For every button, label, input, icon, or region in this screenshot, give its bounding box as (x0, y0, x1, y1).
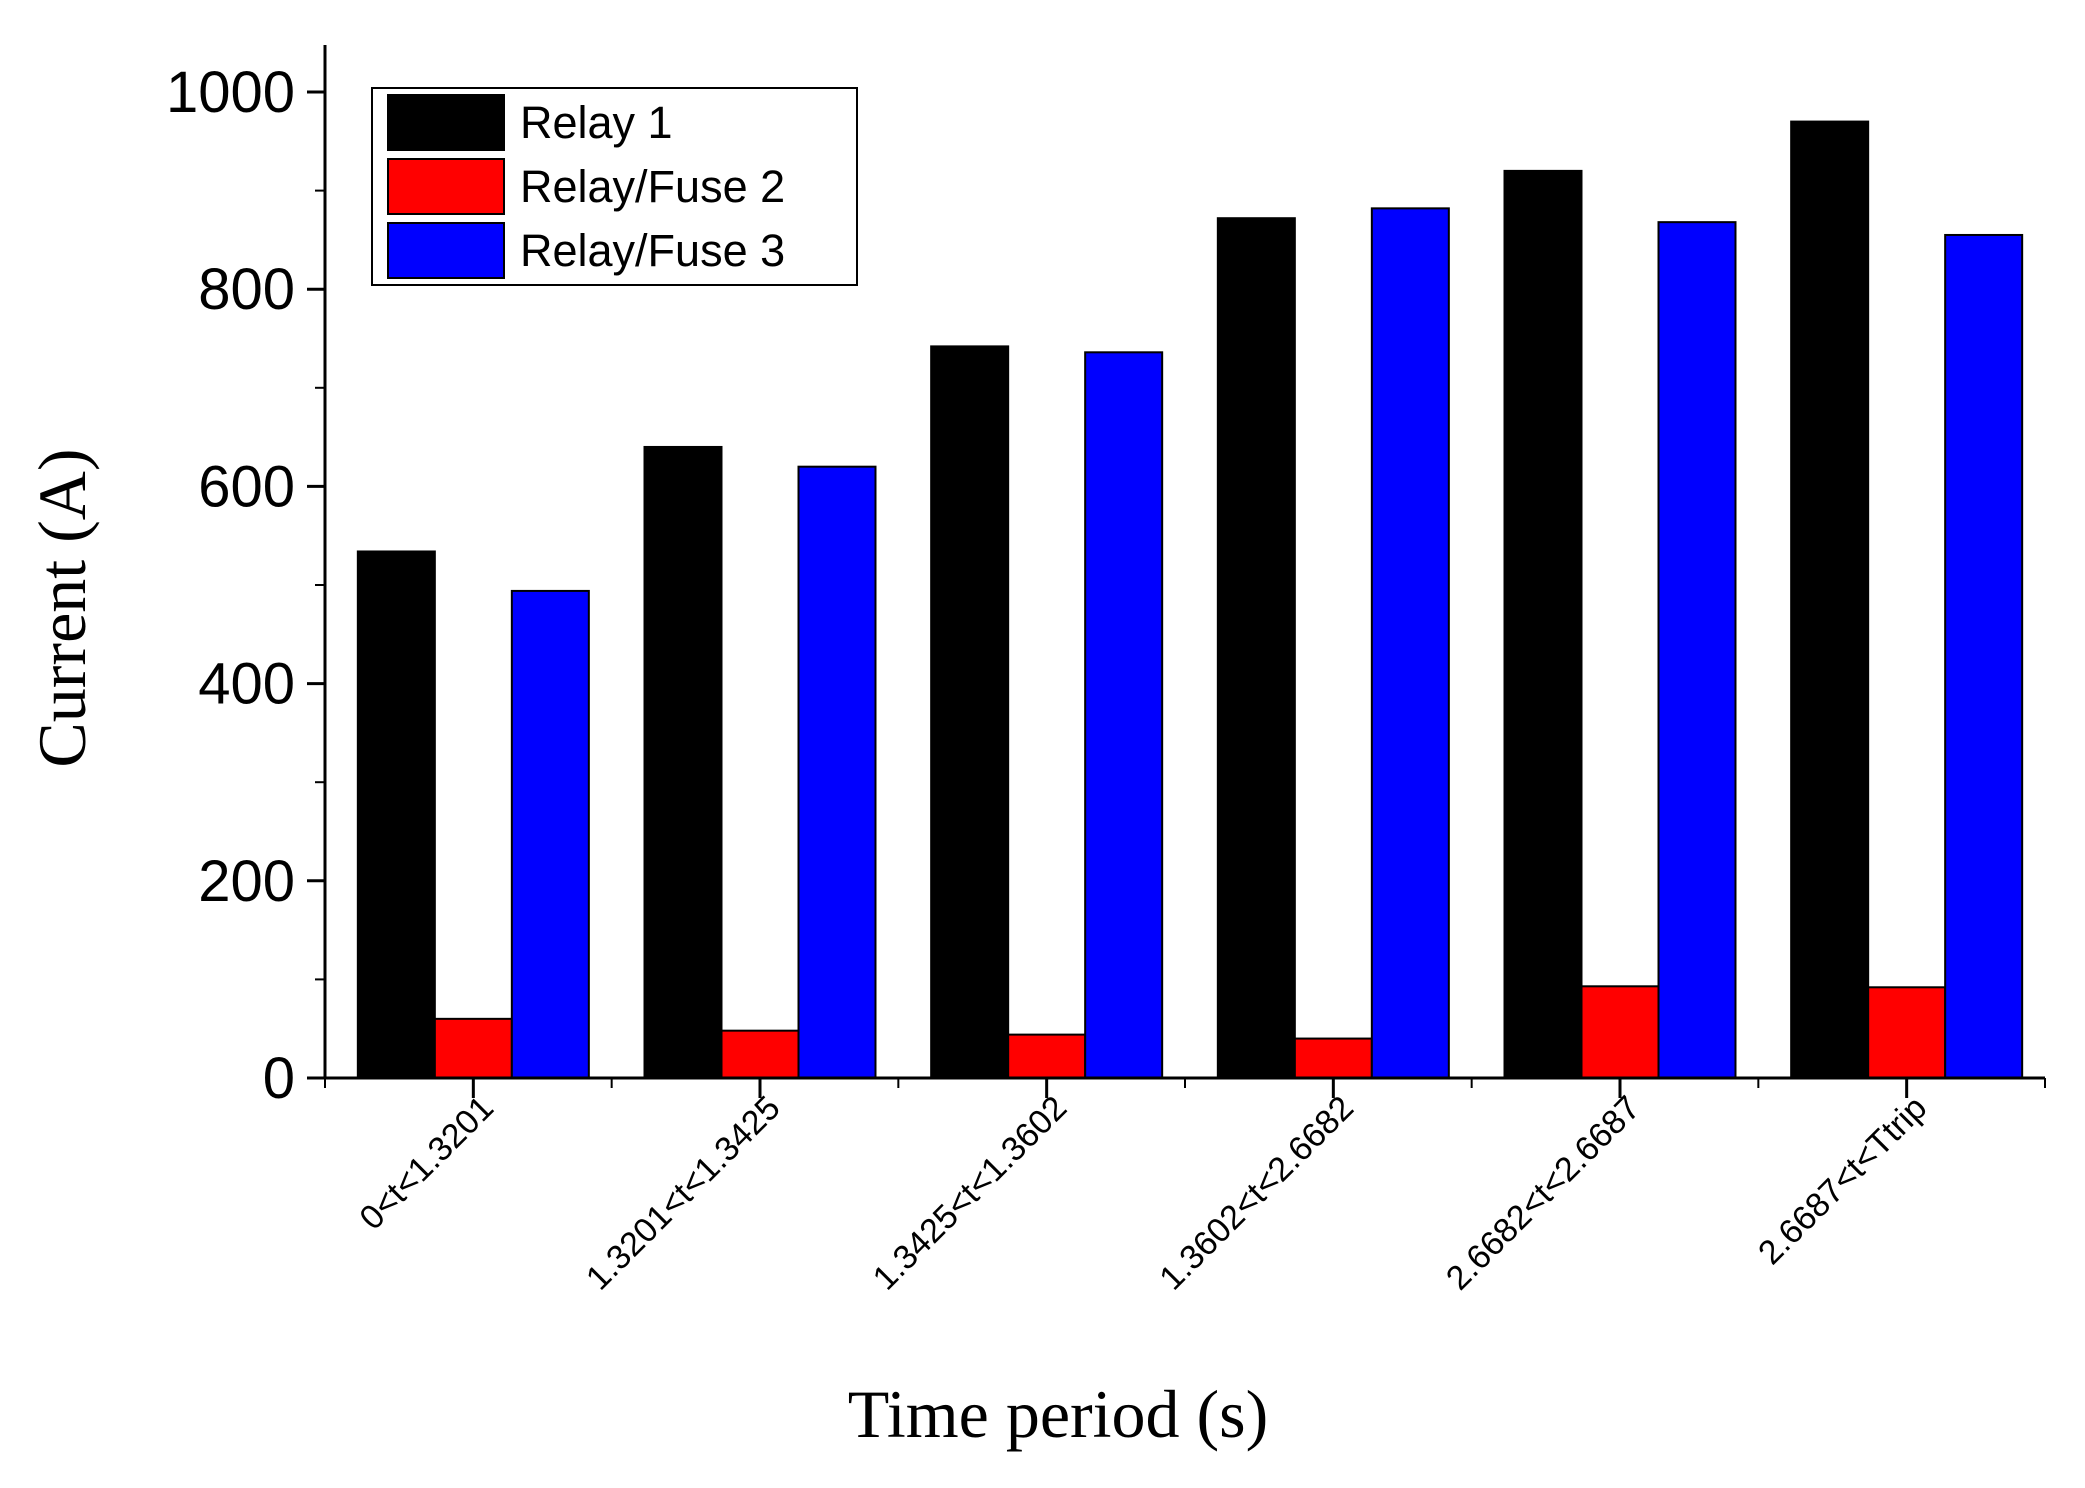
legend-items: Relay 1 Relay/Fuse 2 Relay/Fuse 3 (387, 94, 785, 279)
y-tick-label-2: 200 (198, 849, 295, 914)
bar-1-3 (930, 345, 1010, 1079)
legend-swatch-2 (387, 158, 505, 215)
bar-3-4 (1370, 207, 1450, 1079)
bar-1-6 (1790, 120, 1870, 1079)
bar-2-5 (1580, 985, 1660, 1079)
legend: Relay 1 Relay/Fuse 2 Relay/Fuse 3 (371, 87, 858, 286)
bar-2-2 (720, 1029, 800, 1079)
bar-1-5 (1503, 169, 1583, 1079)
legend-swatch-1 (387, 94, 505, 151)
bar-1-1 (356, 550, 436, 1079)
y-tick-label-4: 600 (198, 454, 295, 519)
x-tick-label-1: 0<t<1.3201 (352, 1089, 501, 1238)
bar-3-5 (1657, 221, 1737, 1080)
bar-2-3 (1007, 1033, 1087, 1079)
x-tick-label-6: 2.6687<t<Ttrip (1751, 1089, 1934, 1272)
bar-2-1 (433, 1017, 513, 1080)
y-tick-label-5: 800 (198, 257, 295, 322)
legend-label-2: Relay/Fuse 2 (520, 161, 785, 212)
x-tick-label-4: 1.3602<t<2.6682 (1152, 1089, 1361, 1298)
bar-3-1 (510, 589, 590, 1080)
bars-layer (356, 120, 2024, 1080)
x-axis-title: Time period (s) (848, 1376, 1269, 1452)
axes-layer (307, 45, 2046, 1098)
bar-3-2 (797, 465, 877, 1079)
x-tick-label-3: 1.3425<t<1.3602 (866, 1089, 1075, 1298)
y-tick-label-3: 400 (198, 652, 295, 717)
bar-1-2 (643, 445, 723, 1079)
x-tick-label-2: 1.3201<t<1.3425 (579, 1089, 788, 1298)
legend-label-3: Relay/Fuse 3 (520, 225, 785, 276)
y-axis-title: Current (A) (24, 448, 100, 767)
bar-1-4 (1216, 217, 1296, 1079)
legend-swatch-3 (387, 222, 505, 279)
x-tick-label-5: 2.6682<t<2.6687 (1439, 1089, 1648, 1298)
legend-label-1: Relay 1 (520, 97, 673, 148)
bar-3-6 (1944, 233, 2024, 1080)
y-tick-label-6: 1000 (166, 60, 295, 125)
y-tick-label-1: 0 (263, 1046, 295, 1111)
bar-2-6 (1867, 986, 1947, 1080)
bar-3-3 (1084, 351, 1164, 1079)
bar-2-4 (1293, 1037, 1373, 1080)
